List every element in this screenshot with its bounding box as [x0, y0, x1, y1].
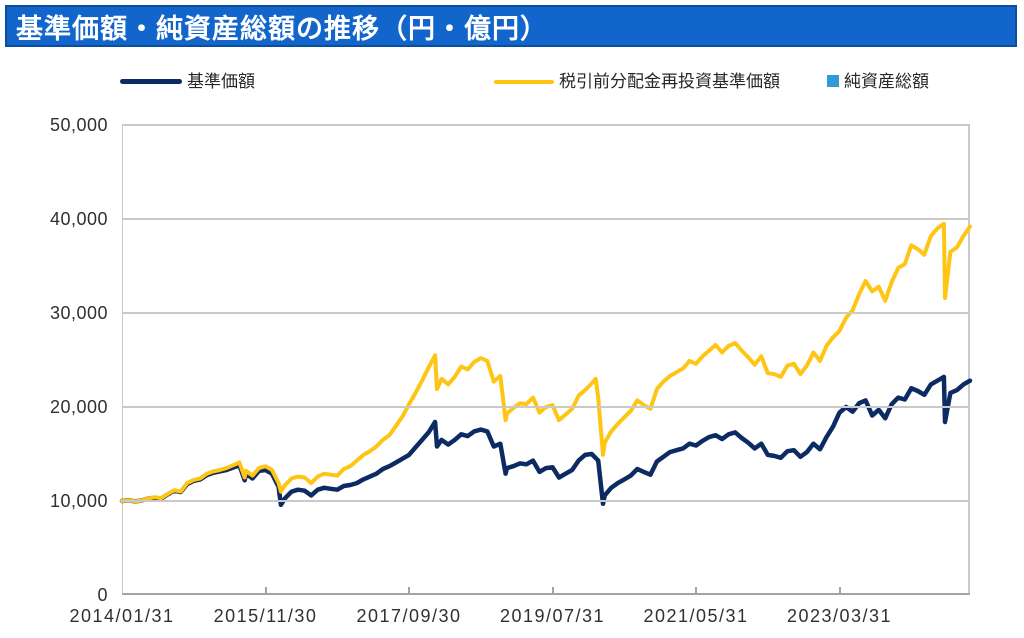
- x-axis-tick-2017/09/30: [408, 587, 410, 593]
- x-axis-tick-2023/03/31: [838, 587, 841, 593]
- chart-region: 0 10,000 20,000 30,000 40,000 50,000 2014/01/3…: [0, 115, 1024, 638]
- nav-line-legend-marker: [120, 79, 182, 84]
- gridline-30000: [122, 312, 970, 314]
- x-axis-label-2014-01-31: 2014/01/31: [69, 606, 175, 626]
- y-axis-label-30000: 30,000: [49, 303, 108, 323]
- series-line-reinvested: [120, 221, 972, 504]
- title-bar: 基準価額・純資産総額の推移（円・億円）: [5, 5, 1017, 47]
- y-axis-label-20000: 20,000: [49, 397, 108, 417]
- gridline-40000: [122, 218, 970, 220]
- gridline-50000: [122, 124, 970, 126]
- x-axis-label-2015-11-30: 2015/11/30: [213, 606, 318, 626]
- plot-border-right: [968, 125, 970, 595]
- y-axis-label-40000: 40,000: [49, 209, 108, 229]
- plot-border-left: [122, 125, 123, 595]
- x-axis-tick-2015/11/30: [264, 587, 267, 593]
- x-axis-tick-2021/05/31: [695, 587, 698, 593]
- reinvested-line-legend-marker: [494, 80, 554, 84]
- x-axis-tick-2019/07/31: [551, 587, 554, 593]
- y-axis-label-50000: 50,000: [49, 115, 108, 135]
- plot-area: [119, 124, 973, 595]
- nav-legend-label: 基準価額: [187, 72, 255, 91]
- net-assets-square-legend-marker: [827, 75, 839, 87]
- x-axis-label-2019-07-31: 2019/07/31: [499, 606, 606, 626]
- gridline-10000: [122, 500, 970, 502]
- gridline-20000: [122, 406, 970, 408]
- net-assets-legend-label: 純資産総額: [844, 72, 929, 91]
- x-axis-line: [122, 593, 970, 595]
- reinvested-legend-label: 税引前分配金再投資基準価額: [559, 72, 780, 91]
- series-line-nav: [119, 374, 973, 508]
- y-axis-label-0: 0: [97, 585, 108, 605]
- x-axis-label-2023-03-31: 2023/03/31: [786, 606, 893, 626]
- y-axis-label-10000: 10,000: [49, 491, 108, 511]
- chart-title: 基準価額・純資産総額の推移（円・億円）: [16, 13, 548, 44]
- x-axis-label-2021-05-31: 2021/05/31: [643, 606, 749, 626]
- series-svg: [119, 221, 973, 508]
- x-axis-label-2017-09-30: 2017/09/30: [356, 606, 462, 626]
